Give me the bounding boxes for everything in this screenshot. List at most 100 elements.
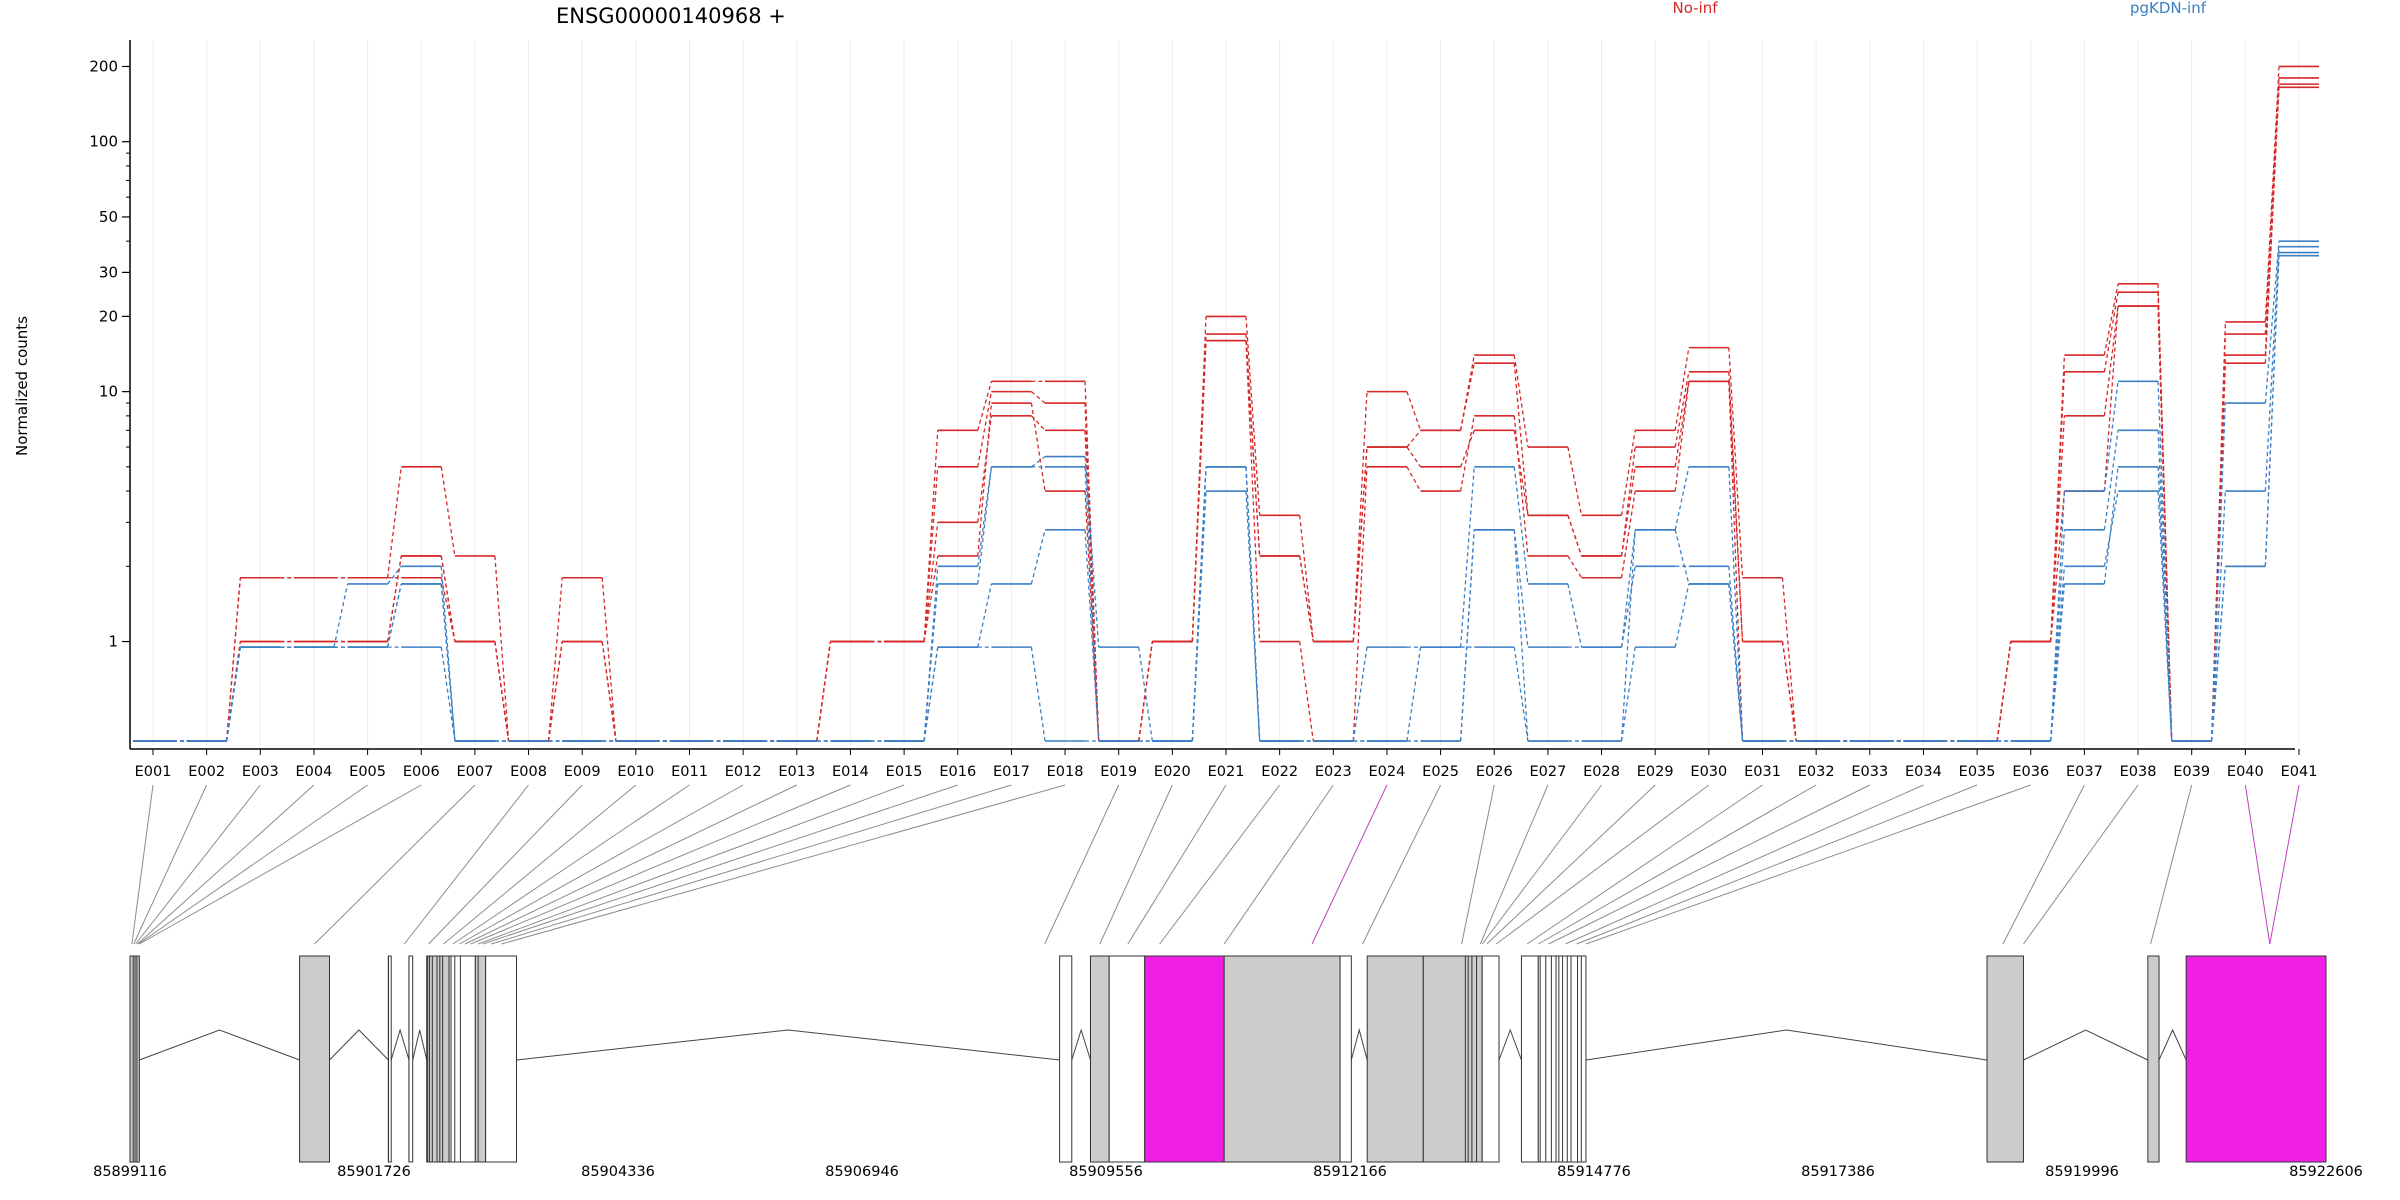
connector-E001	[131, 784, 154, 945]
segment-E037	[2103, 305, 2119, 416]
segment-E026	[1513, 363, 1529, 516]
segment-E018	[1084, 381, 1100, 742]
connector-E019	[1044, 784, 1120, 945]
connector-E021	[1127, 784, 1227, 945]
segment-E040	[2264, 252, 2280, 567]
exon-16	[1422, 955, 1483, 1163]
connector-E038	[2023, 784, 2139, 945]
segment-E028	[1620, 446, 1636, 557]
y-tick-label-50: 50	[99, 208, 118, 226]
x-tick-label-E028: E028	[1583, 764, 1620, 780]
segment-E021	[1245, 466, 1261, 742]
segment-E024	[1406, 429, 1422, 448]
intron-2	[329, 1029, 389, 1061]
genomic-coordinate-85901726: 85901726	[337, 1164, 411, 1180]
x-tick-label-E023: E023	[1315, 764, 1352, 780]
segment-E027	[1567, 555, 1583, 579]
connector-E026	[1461, 784, 1495, 945]
x-tick-label-E002: E002	[188, 764, 225, 780]
segment-E017	[1031, 455, 1046, 468]
segment-E016	[977, 403, 993, 557]
exon-10	[1089, 955, 1110, 1163]
x-tick-label-E025: E025	[1422, 764, 1459, 780]
segment-E006	[440, 583, 456, 742]
segment-E030	[1728, 583, 1744, 742]
x-tick-label-E027: E027	[1529, 764, 1566, 780]
segment-E005	[386, 555, 402, 642]
segment-E026	[1513, 415, 1529, 557]
x-tick-label-E022: E022	[1261, 764, 1298, 780]
genomic-coordinate-85906946: 85906946	[825, 1164, 899, 1180]
segment-E038	[2157, 466, 2173, 742]
connector-E007	[314, 784, 476, 945]
x-tick-label-E037: E037	[2066, 764, 2103, 780]
segment-E037	[2103, 466, 2119, 585]
connector-E005	[138, 784, 368, 945]
x-tick-label-E008: E008	[510, 764, 547, 780]
connector-E024	[1311, 784, 1388, 945]
y-tick-label-20: 20	[99, 307, 118, 325]
segment-E006	[440, 566, 456, 742]
connector-E009	[428, 784, 583, 945]
x-tick-label-E015: E015	[886, 764, 923, 780]
intron-8	[1498, 1028, 1522, 1061]
segment-E025	[1459, 430, 1475, 468]
connector-E006	[139, 784, 422, 945]
segment-E015	[923, 555, 939, 642]
y-tick-label-10: 10	[99, 383, 118, 401]
segment-E035	[1996, 641, 2012, 742]
x-tick-label-E036: E036	[2012, 764, 2049, 780]
x-tick-label-E011: E011	[671, 764, 708, 780]
axes: 1 10 20 30 50 100 200 E001 E002 E003 E004 E005 E006 E…	[89, 40, 2317, 780]
segment-E020	[1191, 466, 1207, 742]
connector-E033	[1548, 784, 1871, 945]
y-axis-label: Normalized counts	[13, 316, 31, 456]
x-tick-label-E029: E029	[1637, 764, 1674, 780]
connector-E039	[2150, 784, 2193, 945]
segment-E004	[333, 583, 349, 648]
segment-E028	[1620, 529, 1636, 742]
exon-11	[1108, 955, 1146, 1163]
segment-E026	[1513, 529, 1529, 648]
genomic-coordinate-85917386: 85917386	[1801, 1164, 1875, 1180]
segment-E040	[2264, 241, 2280, 404]
segment-E016	[977, 583, 993, 648]
segment-E024	[1406, 446, 1422, 468]
segment-E040	[2264, 246, 2280, 492]
x-tick-label-E021: E021	[1208, 764, 1245, 780]
genomic-coordinate-85912166: 85912166	[1313, 1164, 1387, 1180]
genomic-coordinate-85919996: 85919996	[2045, 1164, 2119, 1180]
segment-E024	[1406, 391, 1422, 431]
connector-E014	[470, 784, 851, 945]
segment-E024	[1406, 647, 1422, 742]
segment-E023	[1352, 466, 1368, 742]
segment-E039	[2211, 321, 2226, 742]
chart-title: ENSG00000140968 +	[556, 4, 786, 28]
exon-5	[426, 955, 450, 1163]
intron-1	[139, 1029, 300, 1061]
x-tick-label-E004: E004	[296, 764, 333, 780]
exon-17	[1481, 955, 1500, 1163]
x-tick-label-E018: E018	[1047, 764, 1084, 780]
connector-E022	[1159, 784, 1281, 945]
connector-E023	[1223, 784, 1334, 945]
segment-E037	[2103, 381, 2119, 492]
segment-E005	[386, 466, 402, 578]
segment-E021	[1245, 340, 1261, 642]
segment-E017	[1030, 402, 1046, 492]
x-tick-label-E026: E026	[1476, 764, 1513, 780]
series-lines	[133, 65, 2319, 742]
intron-7	[1350, 1028, 1368, 1061]
y-tick-label-30: 30	[99, 263, 118, 281]
x-tick-label-E007: E007	[456, 764, 493, 780]
x-tick-label-E016: E016	[939, 764, 976, 780]
segment-E029	[1674, 381, 1690, 492]
segment-E005	[387, 565, 402, 585]
segment-E006	[440, 555, 456, 642]
segment-E026	[1513, 466, 1529, 585]
segment-E023	[1352, 647, 1368, 742]
connector-E027	[1479, 784, 1549, 945]
exon-7	[474, 955, 487, 1163]
segment-E039	[2211, 566, 2226, 742]
x-tick-label-E010: E010	[617, 764, 654, 780]
